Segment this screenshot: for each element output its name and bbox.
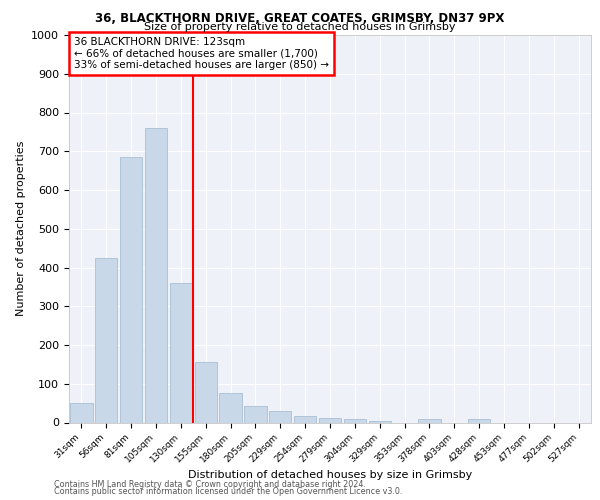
Bar: [120, 157, 142, 422]
Bar: [319, 418, 341, 422]
Bar: [269, 411, 292, 422]
Text: 36 BLACKTHORN DRIVE: 123sqm
← 66% of detached houses are smaller (1,700)
33% of : 36 BLACKTHORN DRIVE: 123sqm ← 66% of det…: [74, 37, 329, 70]
Text: Size of property relative to detached houses in Grimsby: Size of property relative to detached ho…: [144, 22, 456, 32]
Bar: [170, 283, 192, 422]
Bar: [368, 420, 391, 422]
Bar: [468, 420, 490, 422]
Bar: [244, 406, 266, 422]
Bar: [344, 420, 366, 422]
Bar: [145, 128, 167, 422]
Text: Contains public sector information licensed under the Open Government Licence v3: Contains public sector information licen…: [54, 487, 403, 496]
Bar: [220, 394, 242, 422]
Bar: [294, 416, 316, 422]
Bar: [70, 403, 92, 422]
Bar: [418, 420, 440, 422]
Text: 36, BLACKTHORN DRIVE, GREAT COATES, GRIMSBY, DN37 9PX: 36, BLACKTHORN DRIVE, GREAT COATES, GRIM…: [95, 12, 505, 26]
Text: Contains HM Land Registry data © Crown copyright and database right 2024.: Contains HM Land Registry data © Crown c…: [54, 480, 366, 489]
Bar: [95, 258, 118, 422]
Y-axis label: Number of detached properties: Number of detached properties: [16, 141, 26, 316]
Bar: [194, 362, 217, 422]
X-axis label: Distribution of detached houses by size in Grimsby: Distribution of detached houses by size …: [188, 470, 472, 480]
